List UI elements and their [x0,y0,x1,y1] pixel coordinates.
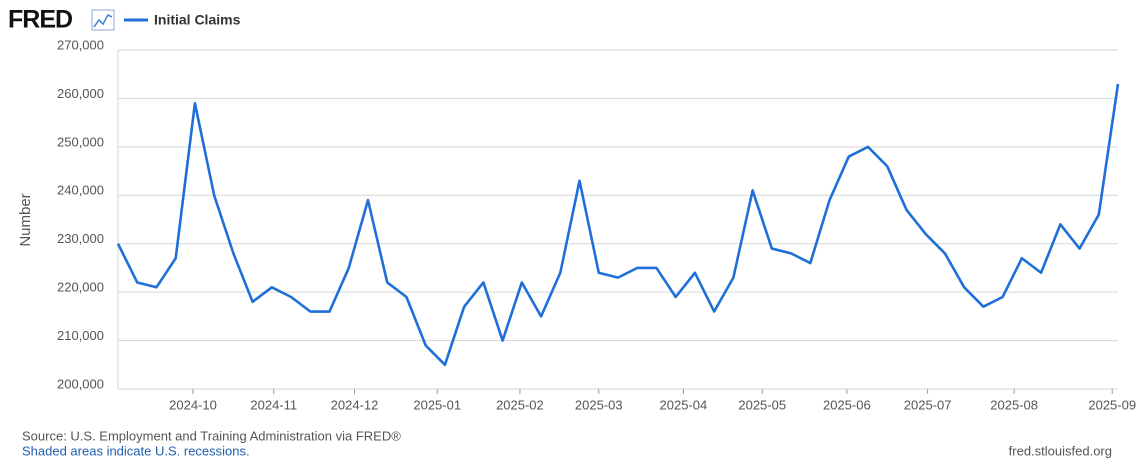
plot-area [118,50,1118,389]
y-tick-label: 270,000 [57,37,104,52]
y-tick-label: 200,000 [57,376,104,391]
logo-icon [91,9,115,31]
logo-icon-frame [91,9,115,31]
x-tick-label: 2024-11 [250,397,297,412]
source-note: Source: U.S. Employment and Training Adm… [22,428,401,443]
y-tick-label: 240,000 [57,183,104,198]
x-tick-label: 2025-01 [413,397,461,412]
x-tick-label: 2025-05 [738,397,786,412]
x-tick-label: 2025-08 [990,397,1038,412]
x-tick-label: 2025-03 [575,397,623,412]
x-tick-label: 2025-06 [823,397,871,412]
x-tick-label: 2025-02 [496,397,544,412]
logo-icon-line [93,13,113,28]
y-tick-label: 260,000 [57,86,104,101]
x-tick-label: 2025-07 [904,397,952,412]
x-tick-label: 2025-04 [660,397,708,412]
legend-label: Initial Claims [154,12,241,28]
y-tick-label: 220,000 [57,280,104,295]
y-axis-label: Number [17,193,34,246]
y-tick-label: 210,000 [57,328,104,343]
y-tick-label: 230,000 [57,231,104,246]
y-tick-label: 250,000 [57,134,104,149]
x-tick-label: 2025-09 [1088,397,1136,412]
series-line [116,83,1120,367]
brand-logo: FRED [8,6,72,34]
x-tick-label: 2024-10 [169,397,217,412]
x-tick-label: 2024-12 [331,397,379,412]
site-url: fred.stlouisfed.org [1009,443,1112,458]
recession-note: Shaded areas indicate U.S. recessions. [22,443,250,458]
